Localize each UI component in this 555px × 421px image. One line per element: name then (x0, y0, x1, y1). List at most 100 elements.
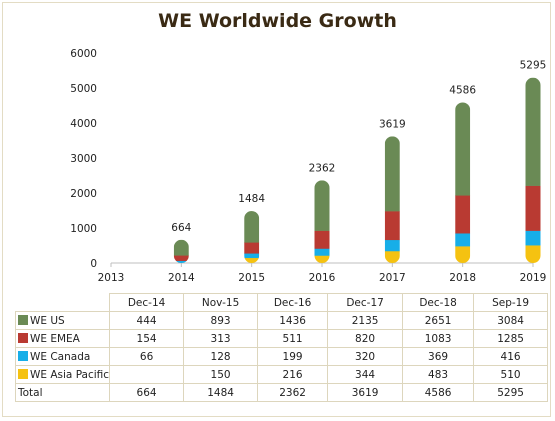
x-tick-label: 2013 (98, 272, 125, 284)
table-cell: 154 (109, 329, 185, 348)
y-tick-label: 1000 (70, 223, 97, 235)
bar-segment (314, 230, 330, 249)
data-labels: 664 1484 2362 3619 4586 5295 (171, 60, 546, 234)
row-label-text: WE Canada (30, 350, 91, 363)
bar-segment (173, 260, 189, 264)
table-cell: 1436 (257, 311, 329, 330)
legend-swatch-us (18, 314, 28, 325)
bar-segment (525, 230, 541, 246)
y-tick-label: 0 (90, 258, 97, 270)
x-tick-label: 2018 (449, 272, 476, 284)
table-cell: 128 (183, 347, 259, 366)
bar-segment (384, 136, 400, 212)
table-cell: 344 (327, 365, 404, 384)
table-header-row: Dec-14 Nov-15 Dec-16 Dec-17 Dec-18 Sep-1… (15, 293, 549, 312)
data-label: 664 (171, 222, 191, 234)
y-tick-label: 6000 (70, 48, 97, 60)
bar-stack (173, 239, 189, 264)
table-cell: 444 (109, 311, 185, 330)
y-tick-label: 3000 (70, 153, 97, 165)
data-table: Dec-14 Nov-15 Dec-16 Dec-17 Dec-18 Sep-1… (14, 293, 549, 402)
chart-title: WE Worldwide Growth (158, 10, 397, 32)
table-cell: 483 (402, 365, 475, 384)
table-cell: 3619 (327, 383, 404, 402)
data-label: 3619 (379, 118, 406, 130)
table-header: Dec-18 (402, 293, 475, 312)
y-tick-label: 2000 (70, 188, 97, 200)
bar-stack (525, 77, 541, 264)
table-row: WE Asia Pacific 150 216 344 483 510 (14, 365, 549, 384)
table-row: WE US 444 893 1436 2135 2651 3084 (14, 311, 549, 330)
table-cell: 511 (257, 329, 329, 348)
bars (173, 77, 541, 264)
table-cell: 510 (473, 365, 549, 384)
table-cell: 820 (327, 329, 404, 348)
table-row: WE Canada 66 128 199 320 369 416 (14, 347, 549, 366)
row-label-text: WE EMEA (30, 332, 80, 345)
bar-stack (314, 180, 330, 264)
x-tick-label: 2016 (309, 272, 336, 284)
table-cell: 2135 (327, 311, 404, 330)
bar-segment (455, 233, 471, 247)
bar-stack (455, 102, 471, 264)
bar-segment (525, 245, 541, 264)
row-label: Total (14, 383, 111, 402)
bar-stack (384, 136, 400, 264)
table-cell: 4586 (402, 383, 475, 402)
data-label: 2362 (309, 162, 336, 174)
table-cell: 150 (183, 365, 259, 384)
x-tick-label: 2017 (379, 272, 406, 284)
table-cell: 5295 (473, 383, 549, 402)
row-label: WE Canada (14, 347, 111, 366)
table-cell: 1484 (183, 383, 259, 402)
table-cell: 3084 (473, 311, 549, 330)
table-total-row: Total 664 1484 2362 3619 4586 5295 (14, 383, 549, 402)
table-cell: 893 (183, 311, 259, 330)
table-cell: 1083 (402, 329, 475, 348)
table-cell: 1285 (473, 329, 549, 348)
table-cell: 664 (109, 383, 185, 402)
row-label-text: WE US (30, 314, 65, 327)
bar-segment (455, 195, 471, 234)
table-header: Nov-15 (183, 293, 259, 312)
bar-segment (244, 211, 260, 243)
legend-swatch-asia-pacific (18, 368, 28, 379)
table-cell: 216 (257, 365, 329, 384)
legend-swatch-canada (18, 350, 28, 361)
table-header: Dec-17 (327, 293, 404, 312)
row-label: WE EMEA (14, 329, 111, 348)
table-cell: 369 (402, 347, 475, 366)
bar-segment (384, 211, 400, 241)
x-tick-label: 2014 (168, 272, 195, 284)
table-cell (109, 365, 185, 384)
legend-swatch-emea (18, 332, 28, 343)
table-cell: 416 (473, 347, 549, 366)
bar-segment (384, 239, 400, 252)
y-axis: 0 1000 2000 3000 4000 5000 6000 (70, 48, 97, 270)
table-cell: 66 (109, 347, 185, 366)
table-cell: 199 (257, 347, 329, 366)
bar-segment (314, 248, 330, 256)
bar-segment (244, 257, 260, 264)
row-label: WE Asia Pacific (14, 365, 111, 384)
row-label-text: WE Asia Pacific (30, 368, 110, 381)
bar-segment (314, 180, 330, 231)
bar-stack (244, 211, 260, 264)
bar-segment (173, 255, 189, 261)
table-cell: 2362 (257, 383, 329, 402)
bar-segment (244, 242, 260, 254)
bar-segment (244, 253, 260, 259)
table-cell: 320 (327, 347, 404, 366)
x-tick-label: 2015 (238, 272, 265, 284)
x-axis: 2013 2014 2015 2016 2017 2018 2019 (98, 262, 546, 284)
table-cell: 313 (183, 329, 259, 348)
y-tick-label: 4000 (70, 118, 97, 130)
table-row: WE EMEA 154 313 511 820 1083 1285 (14, 329, 549, 348)
data-label: 5295 (520, 60, 547, 72)
row-label: WE US (14, 311, 111, 330)
table-cell: 2651 (402, 311, 475, 330)
table-header: Dec-14 (109, 293, 185, 312)
bar-segment (525, 185, 541, 231)
data-label: 1484 (238, 193, 265, 205)
